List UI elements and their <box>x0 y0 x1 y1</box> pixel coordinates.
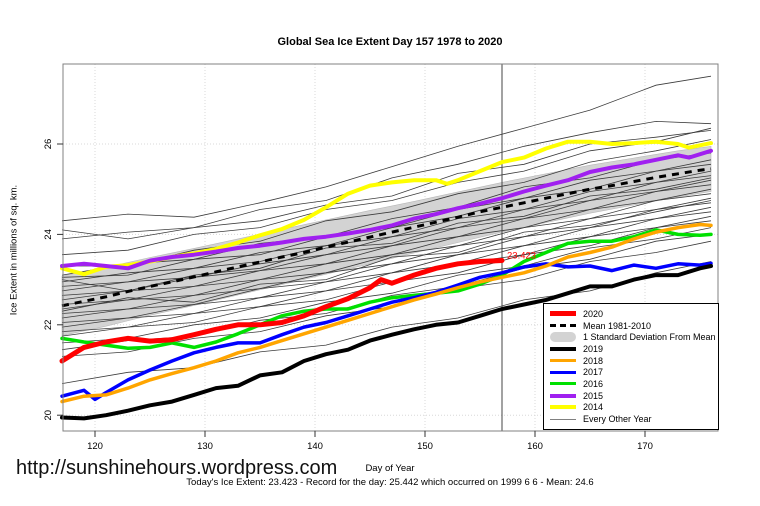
legend-swatch-2015 <box>550 393 576 398</box>
x-tick-label: 120 <box>87 441 103 452</box>
legend-swatch-2020 <box>550 311 576 317</box>
legend-item-2016: 2016 <box>550 378 718 390</box>
legend-item-2015: 2015 <box>550 390 718 402</box>
other-year-line <box>61 211 712 328</box>
y-tick-label: 20 <box>43 410 54 421</box>
other-year-line <box>61 175 712 292</box>
y-tick-label: 22 <box>43 320 54 331</box>
series-2020-line <box>59 258 505 364</box>
legend-item-mean: Mean 1981-2010 <box>550 320 718 332</box>
legend-label: 2014 <box>583 402 604 413</box>
legend-label: 2018 <box>583 355 604 366</box>
other-year-line <box>61 163 712 283</box>
legend-label: 2019 <box>583 343 604 354</box>
x-tick-label: 150 <box>417 441 433 452</box>
other-year-line <box>61 227 712 344</box>
series-2018-line <box>60 222 713 404</box>
legend-item-every-other-year: Every Other Year <box>550 413 718 425</box>
legend-label: 2020 <box>583 308 604 319</box>
other-year-line <box>61 200 712 312</box>
other-year-line <box>61 152 712 276</box>
legend-item-2017: 2017 <box>550 366 718 378</box>
other-year-line <box>61 127 712 256</box>
legend-swatch-2014 <box>550 405 576 410</box>
watermark-url: http://sunshinehours.wordpress.com <box>16 457 338 479</box>
legend-label: 2016 <box>583 378 604 389</box>
ice-extent-annotation: 23.423 <box>507 250 536 261</box>
mean-line <box>61 167 712 308</box>
legend-item-stddev: 1 Standard Deviation From Mean <box>550 331 718 343</box>
plot-border <box>62 63 719 432</box>
legend-swatch-2017 <box>550 370 576 374</box>
legend-label: Every Other Year <box>583 414 652 425</box>
other-year-line <box>61 193 712 310</box>
legend-label: 1 Standard Deviation From Mean <box>583 332 716 343</box>
legend-swatch-2018 <box>550 359 576 363</box>
series-2019-line <box>60 264 713 421</box>
other-year-line <box>61 120 712 240</box>
legend-label: Mean 1981-2010 <box>583 320 652 331</box>
y-tick-label: 26 <box>43 139 54 150</box>
legend-swatch-mean <box>550 324 576 328</box>
y-tick-label: 24 <box>43 229 54 240</box>
series-2015-line <box>60 148 713 271</box>
legend-item-2019: 2019 <box>550 343 718 355</box>
x-tick-label: 130 <box>197 441 213 452</box>
y-axis-label: Ice Extent in millions of sq. km. <box>8 184 20 316</box>
chart-title: Global Sea Ice Extent Day 157 1978 to 20… <box>277 36 503 48</box>
legend-swatch-2016 <box>550 382 576 386</box>
series-2017-line <box>60 261 713 402</box>
other-year-line <box>61 202 712 319</box>
legend-swatch-2019 <box>550 346 576 351</box>
legend-swatch-stddev <box>550 332 576 343</box>
legend-swatch-every-other-year <box>550 418 576 420</box>
other-year-line <box>61 130 712 240</box>
footer-note: Today's Ice Extent: 23.423 - Record for … <box>186 477 594 488</box>
legend-label: 2015 <box>583 390 604 401</box>
legend-item-2020: 2020 <box>550 308 718 320</box>
x-tick-label: 160 <box>527 441 543 452</box>
other-year-line <box>61 177 712 292</box>
x-axis-label: Day of Year <box>365 463 415 474</box>
x-tick-label: 140 <box>307 441 323 452</box>
other-year-line <box>61 75 712 222</box>
legend-item-2014: 2014 <box>550 402 718 414</box>
chart-legend: 2020 Mean 1981-2010 1 Standard Deviation… <box>543 303 719 430</box>
legend-item-2018: 2018 <box>550 355 718 367</box>
x-tick-label: 170 <box>637 441 653 452</box>
series-2016-line <box>60 228 713 351</box>
legend-label: 2017 <box>583 367 604 378</box>
other-year-line <box>61 184 712 301</box>
